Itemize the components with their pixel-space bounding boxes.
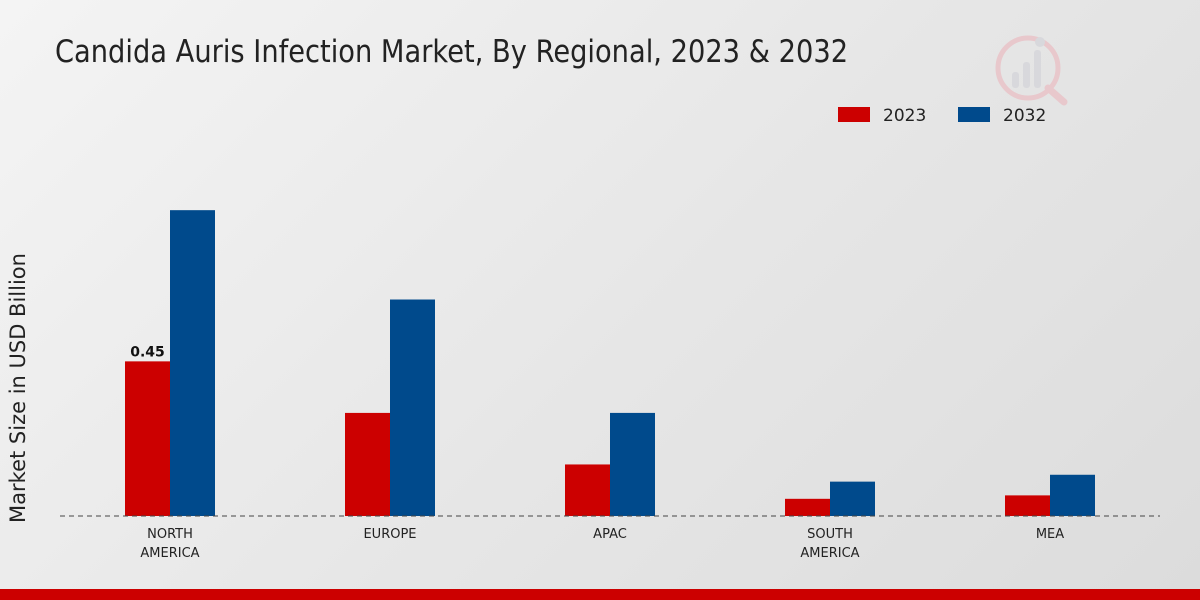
legend-swatch-2032 [958,107,990,122]
bar-2023-0 [125,361,170,516]
bar-2023-4 [1005,495,1050,516]
x-tick-label-0-1: AMERICA [140,546,199,561]
x-tick-label-3-0: SOUTH [807,527,853,542]
x-tick-label-0-0: NORTH [147,527,193,542]
bar-2032-1 [390,299,435,516]
bar-2023-1 [345,412,390,516]
bar-2032-2 [610,412,655,516]
market-research-logo-icon [995,35,1068,106]
footer-accent-bar [0,589,1200,600]
legend-label-2023: 2023 [883,106,926,126]
legend-label-2032: 2032 [1003,106,1046,126]
data-label-0: 0.45 [130,344,165,360]
bar-2032-3 [830,481,875,516]
chart-title: Candida Auris Infection Market, By Regio… [55,34,849,70]
x-tick-label-4-0: MEA [1036,527,1064,542]
x-tick-label-3-1: AMERICA [800,546,859,561]
bar-2032-0 [170,210,215,516]
bar-2023-2 [565,464,610,516]
y-axis-label: Market Size in USD Billion [6,253,30,523]
bar-2032-4 [1050,474,1095,516]
bar-2023-3 [785,498,830,516]
x-tick-label-2-0: APAC [593,527,627,542]
x-tick-label-1-0: EUROPE [363,527,416,542]
legend-swatch-2023 [838,107,870,122]
